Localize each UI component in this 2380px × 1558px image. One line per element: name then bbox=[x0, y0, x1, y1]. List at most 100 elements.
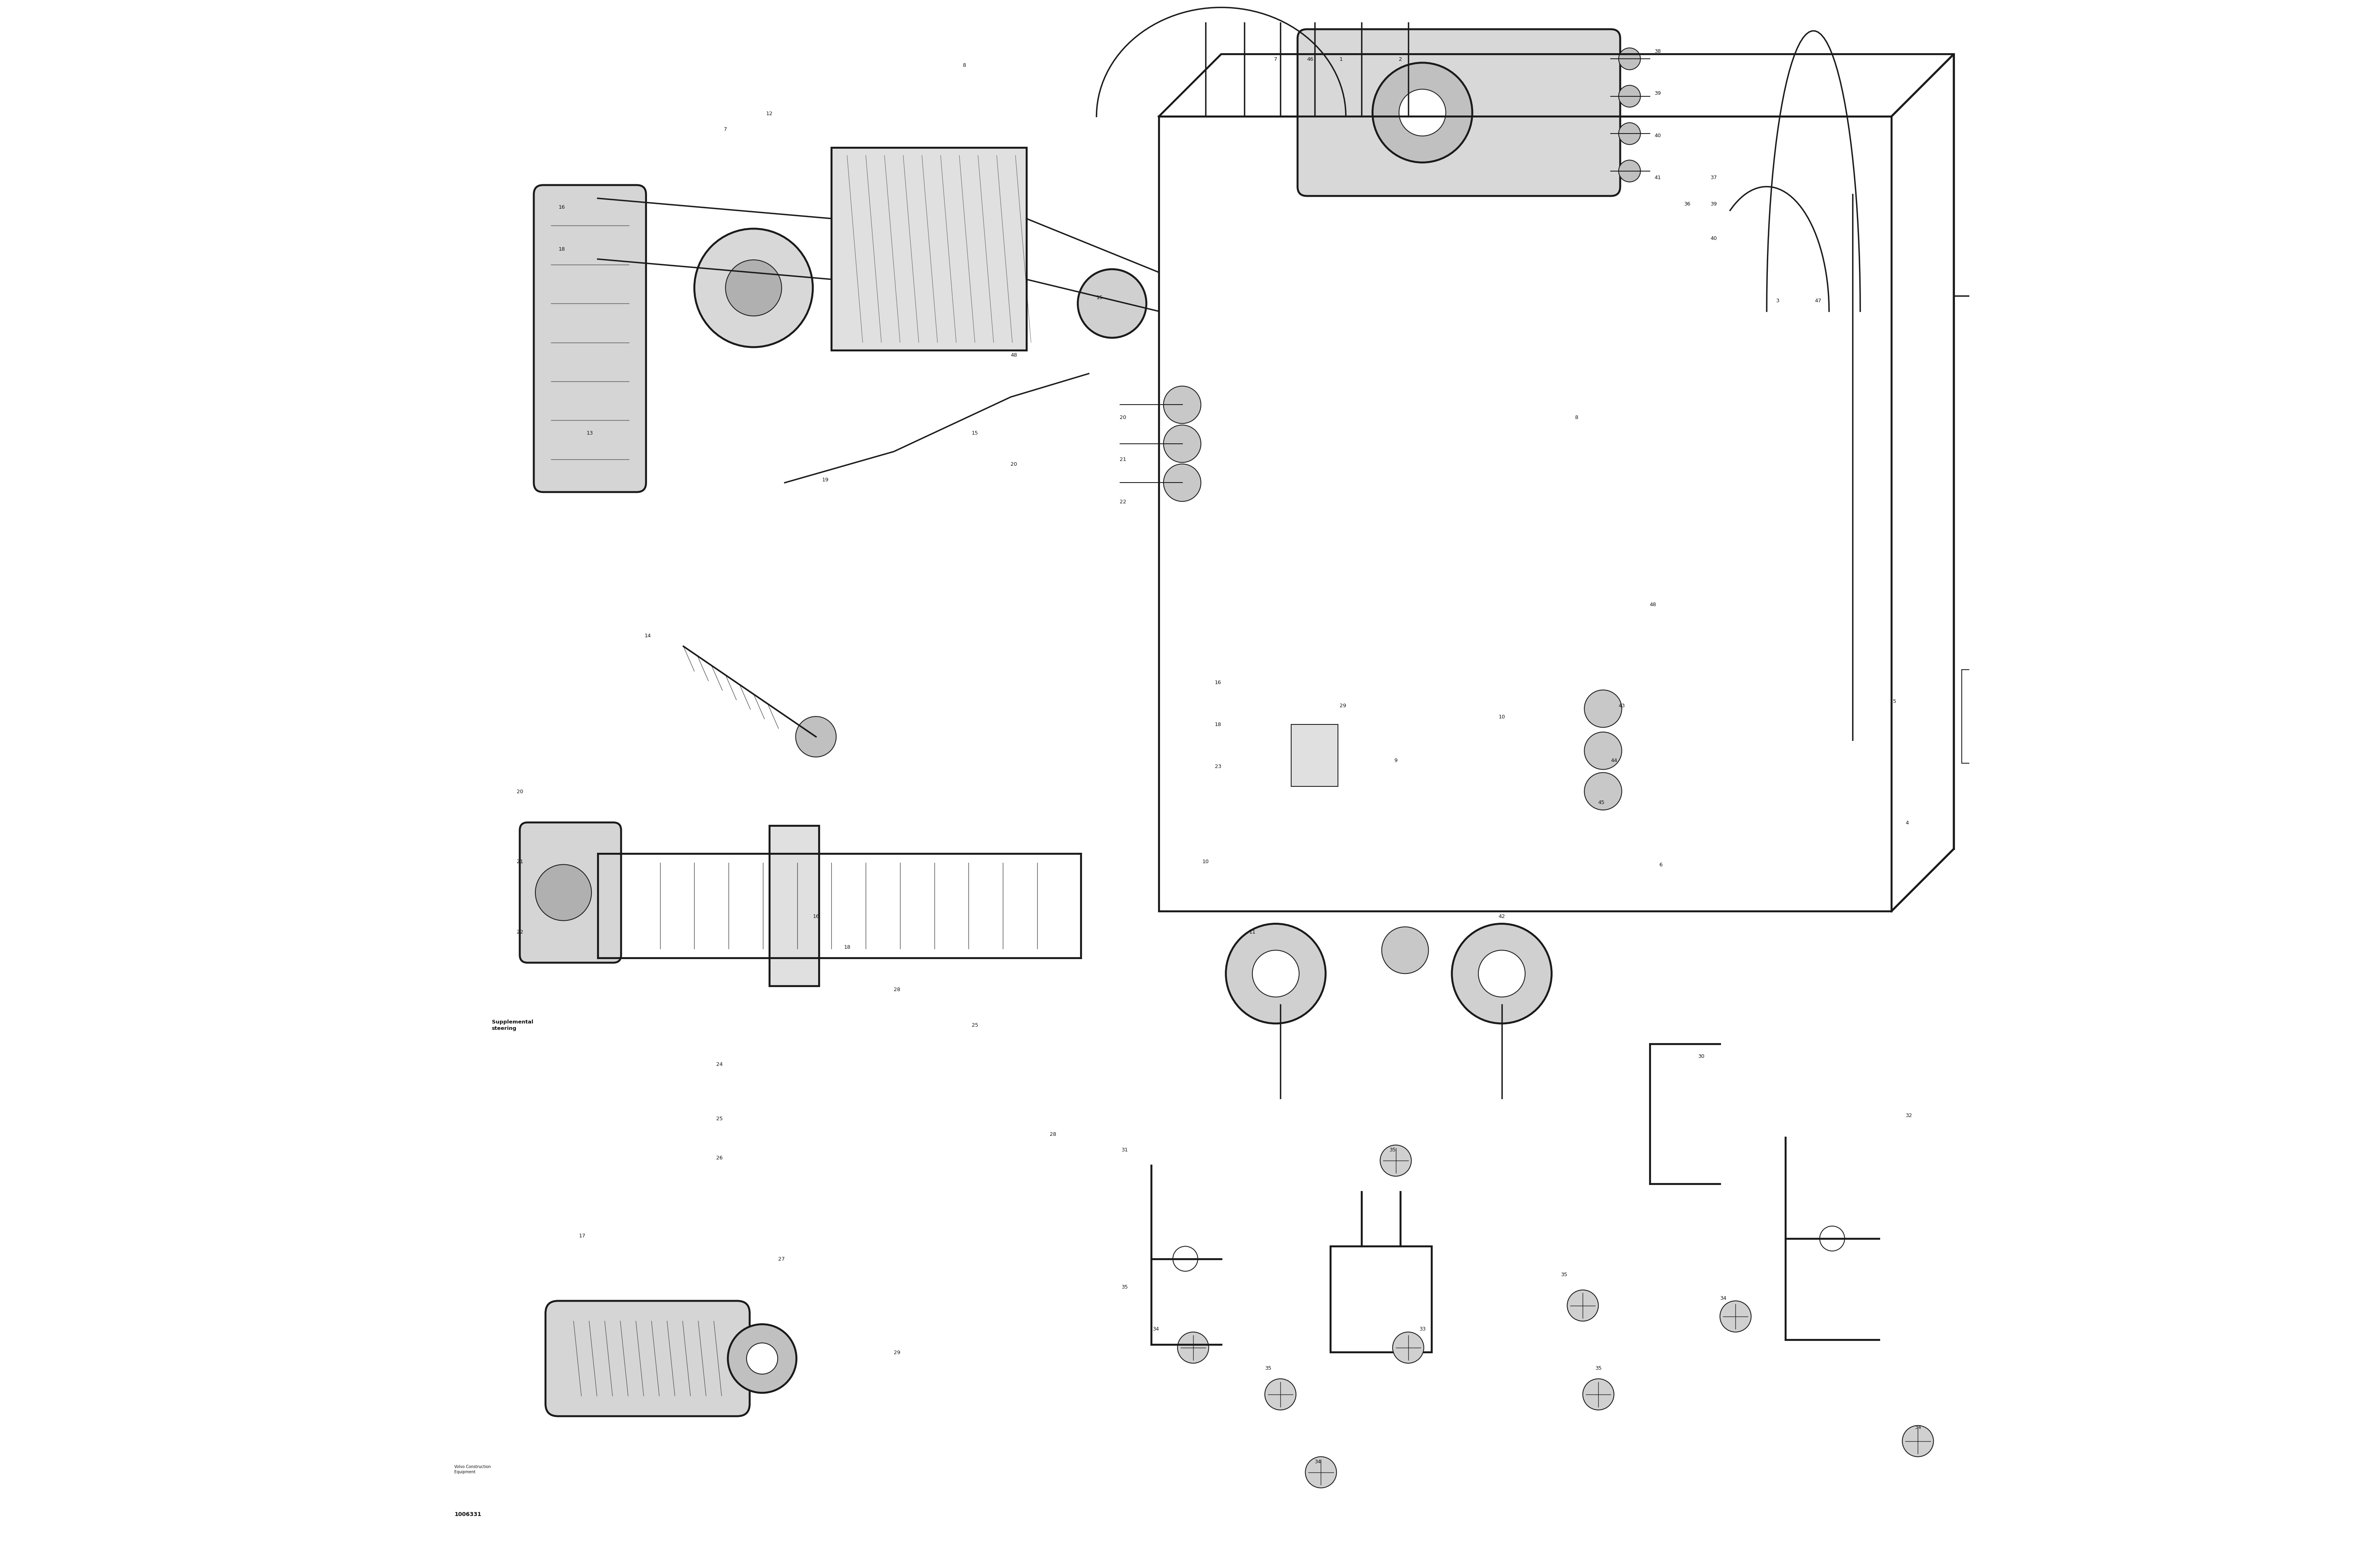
Text: 34: 34 bbox=[1314, 1458, 1321, 1465]
Text: 20: 20 bbox=[1119, 414, 1126, 421]
Text: 36: 36 bbox=[1685, 201, 1690, 207]
Text: 12: 12 bbox=[766, 111, 774, 117]
Circle shape bbox=[1164, 425, 1202, 463]
Text: 23: 23 bbox=[1214, 763, 1221, 770]
Circle shape bbox=[1585, 732, 1621, 770]
Text: 29: 29 bbox=[1340, 703, 1347, 709]
Circle shape bbox=[1618, 48, 1640, 70]
Text: 46: 46 bbox=[1307, 56, 1314, 62]
Circle shape bbox=[747, 1343, 778, 1374]
Circle shape bbox=[795, 717, 835, 757]
Text: 44: 44 bbox=[1611, 757, 1618, 763]
Text: 18: 18 bbox=[1214, 721, 1221, 728]
Circle shape bbox=[728, 1324, 797, 1393]
Text: 35: 35 bbox=[1121, 1284, 1128, 1290]
Text: 28: 28 bbox=[892, 986, 900, 992]
Text: 22: 22 bbox=[1119, 499, 1126, 505]
Text: 8: 8 bbox=[962, 62, 966, 69]
Text: 18: 18 bbox=[845, 944, 850, 950]
Circle shape bbox=[1164, 464, 1202, 502]
Text: 21: 21 bbox=[1119, 456, 1126, 463]
Text: 15: 15 bbox=[971, 430, 978, 436]
Text: 19: 19 bbox=[821, 477, 828, 483]
Text: 21: 21 bbox=[516, 858, 524, 865]
Text: 1: 1 bbox=[1340, 56, 1342, 62]
Text: 45: 45 bbox=[1599, 799, 1604, 805]
Text: 35: 35 bbox=[1561, 1271, 1568, 1278]
Text: 11: 11 bbox=[1250, 929, 1257, 935]
Circle shape bbox=[1902, 1426, 1933, 1457]
Text: 35: 35 bbox=[1390, 1147, 1397, 1153]
Text: 16: 16 bbox=[559, 204, 564, 210]
Text: 40: 40 bbox=[1654, 132, 1661, 139]
Circle shape bbox=[1618, 86, 1640, 108]
Text: 6: 6 bbox=[1659, 862, 1661, 868]
Bar bbox=[1159, 117, 1892, 911]
Text: 15: 15 bbox=[1097, 294, 1102, 301]
Circle shape bbox=[1821, 1226, 1844, 1251]
Circle shape bbox=[536, 865, 593, 921]
Text: 4: 4 bbox=[1906, 820, 1909, 826]
Circle shape bbox=[1178, 1332, 1209, 1363]
Circle shape bbox=[1264, 1379, 1297, 1410]
FancyBboxPatch shape bbox=[545, 1301, 750, 1416]
Circle shape bbox=[1585, 690, 1621, 728]
Text: 14: 14 bbox=[645, 633, 650, 639]
Circle shape bbox=[1252, 950, 1299, 997]
Circle shape bbox=[1618, 123, 1640, 145]
Text: 20: 20 bbox=[516, 788, 524, 795]
Text: 47: 47 bbox=[1816, 298, 1821, 304]
FancyBboxPatch shape bbox=[533, 185, 645, 492]
Text: 22: 22 bbox=[516, 929, 524, 935]
Text: 35: 35 bbox=[1595, 1365, 1602, 1371]
Text: Volvo Construction
Equipment: Volvo Construction Equipment bbox=[455, 1465, 490, 1474]
Text: 10: 10 bbox=[1202, 858, 1209, 865]
Text: 16: 16 bbox=[1214, 679, 1221, 686]
Text: 34: 34 bbox=[1721, 1295, 1726, 1301]
Circle shape bbox=[1373, 64, 1473, 164]
Text: 35: 35 bbox=[1264, 1365, 1271, 1371]
Text: 34: 34 bbox=[1152, 1326, 1159, 1332]
Circle shape bbox=[1383, 927, 1428, 974]
Circle shape bbox=[1399, 90, 1445, 137]
Bar bbox=[1961, 670, 2002, 763]
FancyBboxPatch shape bbox=[519, 823, 621, 963]
Circle shape bbox=[1164, 386, 1202, 424]
Circle shape bbox=[1618, 160, 1640, 182]
Text: 38: 38 bbox=[1654, 48, 1661, 55]
Circle shape bbox=[695, 229, 814, 347]
Text: 7: 7 bbox=[724, 126, 728, 132]
Text: 10: 10 bbox=[1499, 714, 1504, 720]
Bar bbox=[1330, 1246, 1433, 1352]
Text: 18: 18 bbox=[559, 246, 564, 252]
Text: 30: 30 bbox=[1697, 1053, 1704, 1059]
Circle shape bbox=[1173, 1246, 1197, 1271]
Text: 48: 48 bbox=[1649, 601, 1656, 608]
Text: 8: 8 bbox=[1576, 414, 1578, 421]
Text: 29: 29 bbox=[892, 1349, 900, 1355]
Text: 24: 24 bbox=[716, 1061, 724, 1067]
Text: 7: 7 bbox=[1273, 56, 1278, 62]
Text: 40: 40 bbox=[1711, 235, 1716, 241]
Bar bbox=[831, 148, 1026, 351]
Text: 17: 17 bbox=[578, 1232, 585, 1239]
Text: 20: 20 bbox=[1011, 461, 1016, 467]
Text: 31: 31 bbox=[1121, 1147, 1128, 1153]
Text: 25: 25 bbox=[716, 1116, 724, 1122]
Circle shape bbox=[1566, 1290, 1599, 1321]
Text: 37: 37 bbox=[1711, 174, 1716, 181]
Circle shape bbox=[1478, 950, 1526, 997]
Circle shape bbox=[1380, 1145, 1411, 1176]
Text: 32: 32 bbox=[1906, 1112, 1911, 1119]
Text: 39: 39 bbox=[1711, 201, 1716, 207]
Text: 48: 48 bbox=[1011, 352, 1016, 358]
Text: 1006331: 1006331 bbox=[455, 1511, 481, 1517]
Bar bbox=[1292, 724, 1338, 787]
Text: 28: 28 bbox=[1050, 1131, 1057, 1137]
Circle shape bbox=[1585, 773, 1621, 810]
Text: 26: 26 bbox=[716, 1154, 724, 1161]
Text: 41: 41 bbox=[1654, 174, 1661, 181]
Text: 39: 39 bbox=[1654, 90, 1661, 97]
Text: 3: 3 bbox=[1775, 298, 1780, 304]
Bar bbox=[769, 826, 819, 986]
